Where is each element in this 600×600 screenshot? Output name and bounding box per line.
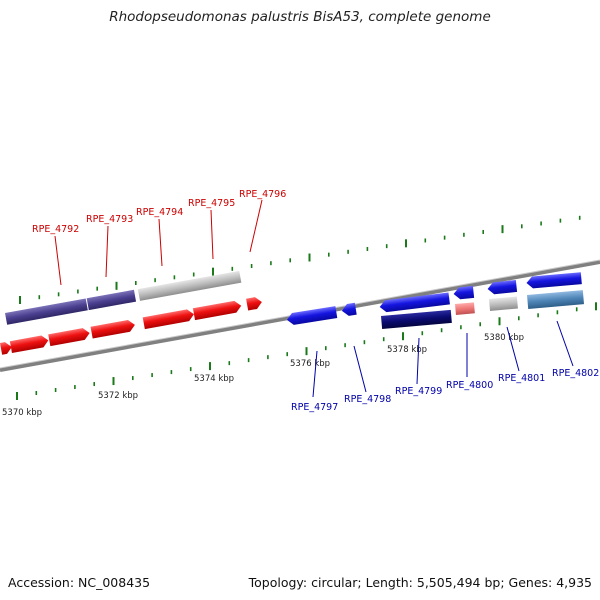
gene-label-rpe-4802: RPE_4802 — [552, 368, 599, 379]
gene-labels-bottom: RPE_4797 RPE_4798 RPE_4799 RPE_4800 RPE_… — [291, 368, 599, 413]
label-leaders-bottom — [312, 320, 574, 398]
cds-arrow-red — [9, 335, 49, 354]
gene-label-rpe-4792: RPE_4792 — [32, 224, 79, 235]
cds-arrow-blue — [341, 302, 357, 316]
gene-block-steel — [527, 290, 585, 309]
ruler-ticks-bottom — [16, 302, 597, 400]
ruler-label-5372: 5372 kbp — [98, 391, 138, 401]
gene-label-rpe-4800: RPE_4800 — [446, 380, 493, 391]
gene-label-rpe-4793: RPE_4793 — [86, 214, 133, 225]
cds-arrow-red — [0, 342, 12, 355]
gene-label-rpe-4796: RPE_4796 — [239, 189, 286, 200]
lower-strand-genes — [286, 272, 585, 329]
gene-block-gray — [489, 296, 518, 311]
ruler-labels: 5370 kbp 5372 kbp 5374 kbp 5376 kbp 5378… — [2, 333, 524, 418]
genome-summary-text: Topology: circular; Length: 5,505,494 bp… — [248, 575, 592, 590]
cds-arrow-red — [246, 297, 262, 311]
cds-arrow-blue — [487, 279, 518, 295]
cds-arrow-red — [48, 328, 90, 347]
gene-block-purple — [5, 298, 88, 325]
gene-block-pink — [455, 302, 475, 315]
ruler-label-5380: 5380 kbp — [484, 333, 524, 343]
label-leaders-top — [54, 199, 263, 286]
ruler-label-5374: 5374 kbp — [194, 374, 234, 384]
cds-arrow-red — [142, 309, 194, 330]
map-title: Rhodopseudomonas palustris BisA53, compl… — [109, 9, 491, 25]
ruler-label-5378: 5378 kbp — [387, 345, 427, 355]
upper-strand-genes — [0, 270, 262, 355]
gene-block-purple — [86, 289, 137, 311]
gene-block-navy — [381, 309, 452, 329]
gene-label-rpe-4794: RPE_4794 — [136, 207, 183, 218]
cds-arrow-blue — [526, 272, 582, 289]
gene-label-rpe-4797: RPE_4797 — [291, 402, 338, 413]
ruler-label-5376: 5376 kbp — [290, 359, 330, 369]
cds-arrow-red — [192, 300, 242, 321]
gene-block-gray — [137, 270, 242, 301]
ruler-ticks-top — [19, 215, 581, 304]
ruler-label-5370: 5370 kbp — [2, 408, 42, 418]
cds-arrow-red — [90, 319, 135, 339]
cds-arrow-blue — [379, 292, 450, 313]
gene-label-rpe-4801: RPE_4801 — [498, 373, 545, 384]
cds-arrow-blue — [453, 285, 475, 300]
gene-label-rpe-4795: RPE_4795 — [188, 198, 235, 209]
gene-label-rpe-4799: RPE_4799 — [395, 386, 442, 397]
cds-arrow-blue — [286, 306, 338, 325]
accession-text: Accession: NC_008435 — [8, 575, 151, 590]
gene-labels-top: RPE_4792 RPE_4793 RPE_4794 RPE_4795 RPE_… — [32, 189, 286, 235]
gene-label-rpe-4798: RPE_4798 — [344, 394, 391, 405]
